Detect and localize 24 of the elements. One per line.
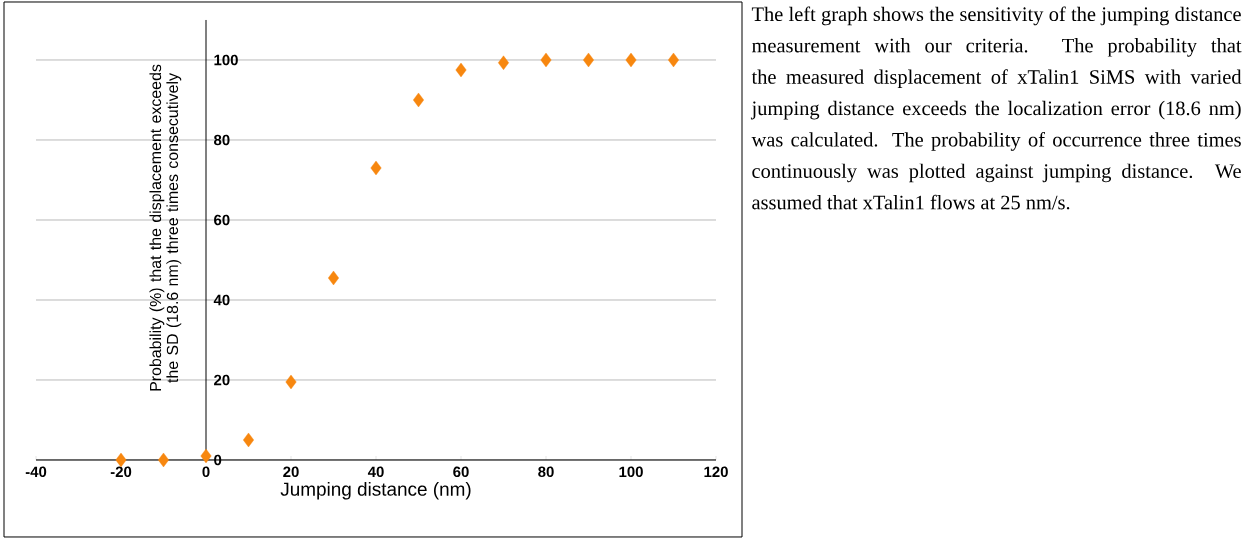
point <box>200 448 212 464</box>
y-tick-label: 20 <box>214 374 230 386</box>
point <box>455 62 467 78</box>
x-tick-label: 120 <box>704 466 728 478</box>
y-tick-label: 80 <box>214 134 230 146</box>
point <box>625 52 637 68</box>
x-tick-label: 40 <box>367 466 384 478</box>
y-tick-label: 100 <box>214 54 238 66</box>
y-tick-label: 40 <box>213 294 230 306</box>
x-axis-title: Jumping distance (nm) <box>280 481 471 500</box>
y-tick-label: 60 <box>214 214 230 226</box>
x-tick-label: 80 <box>538 466 554 478</box>
point <box>540 52 552 68</box>
text: The left graph shows the sensitivity of the jumping distance measurement with our criteria. The probability that the measured displacement of xTalin1 SiMS with varied jumping distance exceeds the localization error (18.6 nm) was calculated. The probability of occurrence three times continuously was plotted against jumping distance. We assumed that xTalin1 flows at 25 nm/s. <box>750 6 1242 210</box>
x-tick-label: 100 <box>619 466 643 478</box>
point <box>498 55 509 70</box>
x-tick-label: -20 <box>110 466 132 478</box>
y-axis-title: Probability (%) that the displacement exceeds the SD (18.6 nm) three times consecutively <box>149 64 182 391</box>
x-tick-label: -40 <box>25 466 47 478</box>
x-tick-label: 20 <box>283 466 299 478</box>
point <box>285 374 297 390</box>
point <box>370 160 382 176</box>
x-tick-label: 0 <box>202 466 210 478</box>
x-tick-label: 60 <box>453 466 469 478</box>
